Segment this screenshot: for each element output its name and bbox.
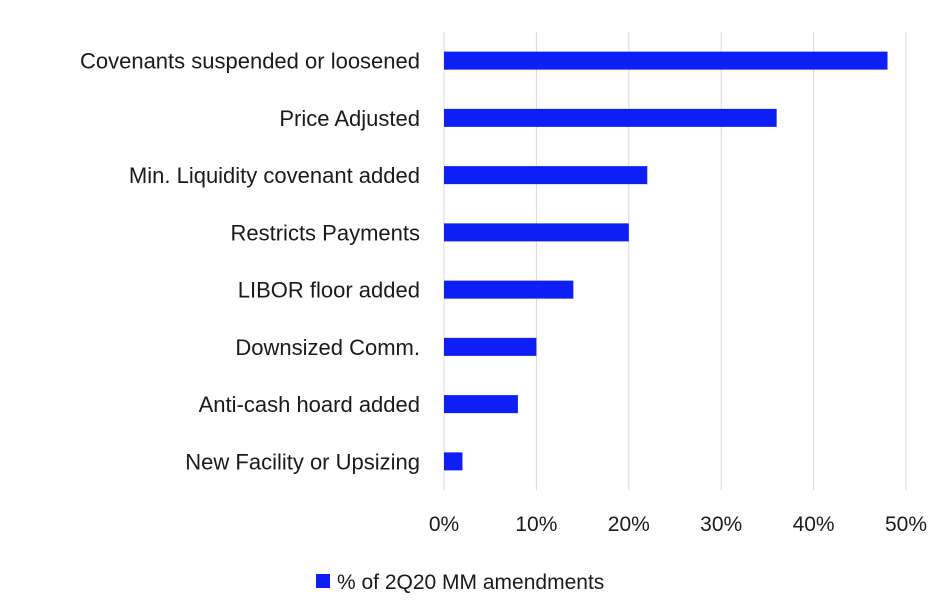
bar [444, 395, 518, 414]
x-tick-label: 30% [700, 513, 742, 536]
category-label: Restricts Payments [231, 220, 421, 245]
category-label: LIBOR floor added [238, 278, 420, 303]
x-tick-label: 50% [885, 513, 927, 536]
x-tick-label: 0% [429, 513, 459, 536]
gridlines [443, 32, 907, 490]
bar [444, 452, 463, 471]
x-tick-label: 10% [515, 513, 557, 536]
x-tick-label: 40% [793, 513, 835, 536]
category-label: Downsized Comm. [235, 335, 420, 360]
bar [444, 337, 537, 356]
legend: % of 2Q20 MM amendments [316, 571, 604, 594]
category-label: Anti-cash hoard added [199, 392, 420, 417]
category-label: Price Adjusted [279, 106, 420, 131]
x-axis-tick-labels: 0% 10% 20% 30% 40% 50% [429, 513, 927, 536]
category-labels: Covenants suspended or loosened Price Adj… [80, 49, 420, 475]
category-label: Min. Liquidity covenant added [129, 163, 420, 188]
bar [444, 51, 888, 70]
x-tick-label: 20% [608, 513, 650, 536]
category-label: Covenants suspended or loosened [80, 49, 420, 74]
category-label: New Facility or Upsizing [185, 449, 420, 474]
bar [444, 166, 648, 185]
bar [444, 280, 574, 299]
bar [444, 108, 777, 127]
bars [444, 51, 888, 471]
bar [444, 223, 629, 242]
legend-label: % of 2Q20 MM amendments [337, 571, 604, 594]
legend-swatch [316, 574, 330, 588]
